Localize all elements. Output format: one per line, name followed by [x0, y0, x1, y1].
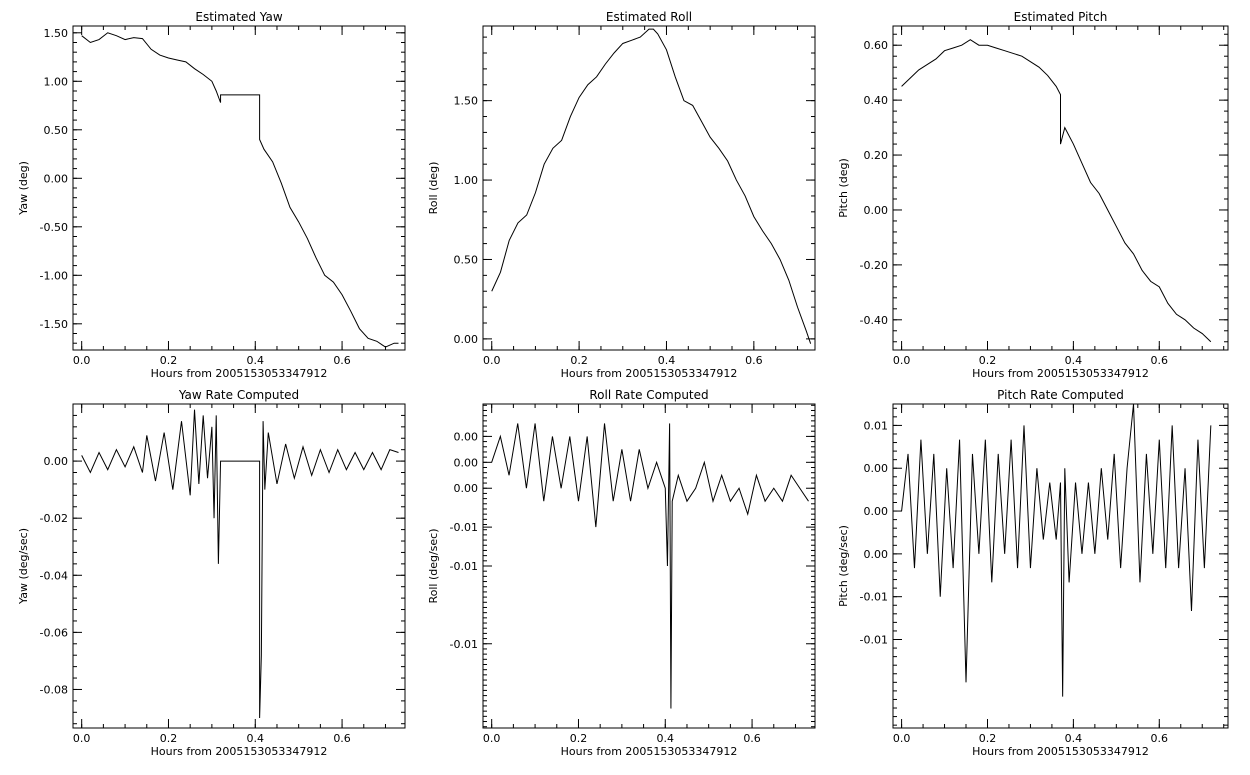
yaw-y-axis-label: Yaw (deg): [17, 161, 30, 216]
yaw-x-tick-label: 0.4: [247, 354, 265, 367]
yaw-rate-x-tick-label: 0.6: [333, 732, 351, 745]
roll-rate-y-tick-label: 0.00: [454, 430, 479, 443]
roll-rate-x-tick-label: 0.2: [570, 732, 588, 745]
roll-x-tick-label: 0.0: [483, 354, 501, 367]
panel-pitch: Estimated Pitch Hours from 20051530533479…: [837, 10, 1229, 380]
roll-series-line-0: [491, 28, 812, 344]
yaw-rate-y-axis-label: Yaw (deg/sec): [17, 528, 30, 605]
panel-yaw: Estimated Yaw Hours from 2005153053347912…: [17, 10, 406, 380]
pitch-x-tick-label: 0.6: [1151, 354, 1169, 367]
roll-rate-y-axis-label: Roll (deg/sec): [427, 528, 440, 603]
pitch-y-tick-label: 0.00: [864, 204, 889, 217]
pitch-rate-x-tick-label: 0.2: [979, 732, 997, 745]
yaw-rate-y-tick-label: -0.04: [40, 569, 68, 582]
pitch-rate-y-tick-label: -0.01: [860, 634, 888, 647]
roll-y-tick-label: 0.00: [454, 333, 479, 346]
yaw-rate-y-tick-label: 0.00: [44, 455, 69, 468]
pitch-y-tick-label: 0.20: [864, 149, 889, 162]
roll-rate-x-tick-label: 0.4: [657, 732, 675, 745]
panel-yaw-rate: Yaw Rate Computed Hours from 200515305334…: [17, 388, 406, 758]
panel-pitch-rate: Pitch Rate Computed Hours from 2005153053…: [837, 388, 1229, 758]
panel-roll-rate: Roll Rate Computed Hours from 20051530533…: [427, 388, 816, 758]
yaw-rate-y-tick-label: -0.02: [40, 512, 68, 525]
pitch-rate-y-tick-label: 0.00: [864, 548, 889, 561]
pitch-rate-y-tick-label: 0.00: [864, 462, 889, 475]
pitch-rate-plot-frame: [892, 403, 1229, 729]
roll-rate-x-tick-label: 0.0: [483, 732, 501, 745]
pitch-rate-x-tick-label: 0.0: [893, 732, 911, 745]
roll-y-tick-label: 0.50: [454, 253, 479, 266]
yaw-plot-frame: [72, 25, 406, 351]
yaw-y-tick-label: 0.00: [44, 172, 69, 185]
yaw-y-tick-label: 1.00: [44, 75, 69, 88]
roll-rate-x-tick-label: 0.6: [743, 732, 761, 745]
pitch-y-tick-label: 0.40: [864, 94, 889, 107]
pitch-rate-y-tick-label: -0.01: [860, 591, 888, 604]
pitch-rate-title: Pitch Rate Computed: [997, 388, 1124, 402]
pitch-x-tick-label: 0.4: [1065, 354, 1083, 367]
pitch-x-axis-label: Hours from 2005153053347912: [972, 367, 1149, 380]
yaw-rate-x-axis-label: Hours from 2005153053347912: [151, 745, 328, 758]
roll-rate-y-tick-label: -0.01: [450, 638, 478, 651]
panel-roll: Estimated Roll Hours from 200515305334791…: [427, 10, 816, 380]
pitch-y-tick-label: 0.60: [864, 39, 889, 52]
roll-y-axis-label: Roll (deg): [427, 162, 440, 215]
roll-x-tick-label: 0.4: [658, 354, 676, 367]
yaw-rate-x-tick-label: 0.0: [73, 732, 91, 745]
yaw-y-tick-label: -1.50: [40, 318, 68, 331]
pitch-title: Estimated Pitch: [1014, 10, 1108, 24]
roll-x-tick-label: 0.2: [570, 354, 588, 367]
yaw-rate-y-tick-label: -0.06: [40, 626, 68, 639]
pitch-rate-y-axis-label: Pitch (deg/sec): [837, 525, 850, 607]
roll-rate-plot-frame: [482, 403, 816, 729]
roll-rate-title: Roll Rate Computed: [589, 388, 708, 402]
yaw-rate-y-tick-label: -0.08: [40, 683, 68, 696]
yaw-x-axis-label: Hours from 2005153053347912: [151, 367, 328, 380]
pitch-series-line-0: [901, 39, 1212, 343]
roll-rate-y-tick-label: 0.00: [454, 482, 479, 495]
roll-plot-frame: [482, 25, 816, 351]
yaw-rate-series-line-0: [81, 409, 399, 719]
pitch-rate-y-tick-label: 0.00: [864, 505, 889, 518]
pitch-rate-series-line-0: [901, 403, 1212, 697]
pitch-rate-x-axis-label: Hours from 2005153053347912: [972, 745, 1149, 758]
pitch-y-tick-label: -0.20: [860, 259, 888, 272]
yaw-series-line-0: [81, 32, 399, 348]
pitch-rate-y-tick-label: 0.01: [864, 419, 889, 432]
pitch-y-axis-label: Pitch (deg): [837, 158, 850, 218]
pitch-y-tick-label: -0.40: [860, 314, 888, 327]
roll-rate-y-tick-label: -0.01: [450, 521, 478, 534]
roll-rate-x-axis-label: Hours from 2005153053347912: [561, 745, 738, 758]
pitch-rate-x-tick-label: 0.6: [1151, 732, 1169, 745]
roll-rate-y-tick-label: 0.00: [454, 456, 479, 469]
yaw-rate-title: Yaw Rate Computed: [178, 388, 299, 402]
pitch-plot-frame: [892, 25, 1229, 351]
yaw-rate-x-tick-label: 0.4: [247, 732, 265, 745]
pitch-x-tick-label: 0.0: [893, 354, 911, 367]
roll-rate-y-tick-label: -0.01: [450, 560, 478, 573]
yaw-y-tick-label: -0.50: [40, 221, 68, 234]
yaw-x-tick-label: 0.6: [333, 354, 351, 367]
yaw-rate-x-tick-label: 0.2: [160, 732, 178, 745]
roll-y-tick-label: 1.00: [454, 174, 479, 187]
roll-title: Estimated Roll: [606, 10, 692, 24]
roll-x-axis-label: Hours from 2005153053347912: [561, 367, 738, 380]
yaw-title: Estimated Yaw: [195, 10, 282, 24]
roll-x-tick-label: 0.6: [745, 354, 763, 367]
yaw-y-tick-label: 0.50: [44, 124, 69, 137]
roll-y-tick-label: 1.50: [454, 95, 479, 108]
pitch-rate-x-tick-label: 0.4: [1065, 732, 1083, 745]
yaw-rate-plot-frame: [72, 403, 406, 729]
yaw-y-tick-label: -1.00: [40, 269, 68, 282]
roll-rate-series-line-0: [491, 423, 809, 709]
yaw-x-tick-label: 0.0: [73, 354, 91, 367]
yaw-x-tick-label: 0.2: [160, 354, 178, 367]
yaw-y-tick-label: 1.50: [44, 27, 69, 40]
pitch-x-tick-label: 0.2: [979, 354, 997, 367]
